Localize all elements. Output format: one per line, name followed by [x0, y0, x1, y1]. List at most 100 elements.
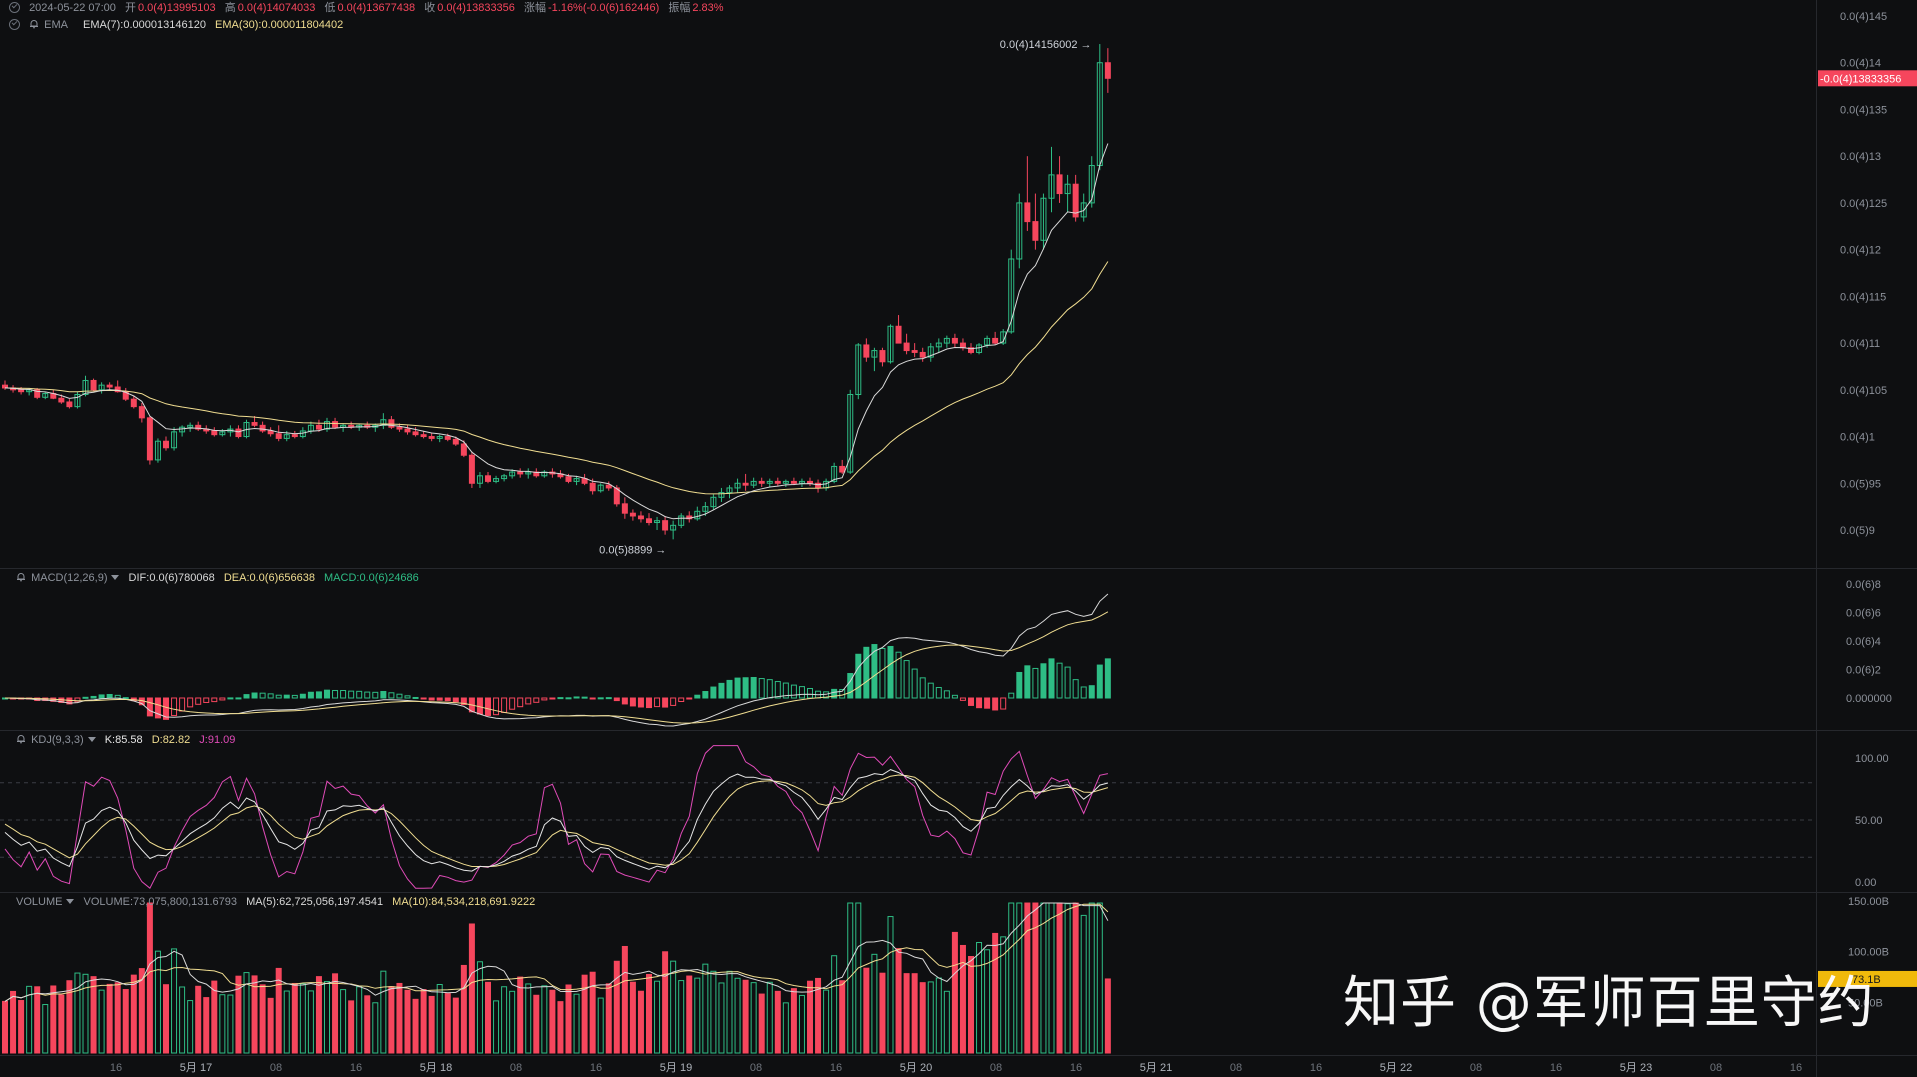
candle-body-up [98, 384, 105, 391]
candle-body-down [114, 386, 121, 393]
candle-body-down [879, 350, 886, 363]
candle-body-down [895, 325, 902, 344]
time-axis-hour-label: 08 [1470, 1062, 1482, 1074]
price-axis-label: 0.0(4)105 [1840, 385, 1887, 397]
macd-histogram-bar [871, 644, 878, 699]
chevron-down-icon[interactable] [87, 737, 96, 743]
volume-bar [605, 983, 612, 1054]
volume-indicator-name[interactable]: VOLUME [16, 896, 63, 908]
macd-indicator-name[interactable]: MACD(12,26,9) [31, 572, 108, 584]
volume-bar [758, 993, 765, 1054]
macd-histogram-bar [106, 693, 113, 699]
kdj-legend: KDJ(9,3,3) K:85.58 D:82.82 J:91.09 [16, 733, 241, 747]
volume-bar [1032, 902, 1039, 1054]
bell-icon[interactable] [16, 734, 26, 744]
amplitude-label: 振幅 [668, 2, 691, 14]
candle-body-down [452, 438, 459, 445]
price-axis-label: 0.0(4)125 [1840, 198, 1887, 210]
visibility-icon[interactable] [9, 2, 20, 13]
candle-body-down [790, 480, 797, 484]
volume-bar [847, 902, 854, 1054]
candle-body-down [163, 440, 169, 449]
candle-body-down [251, 422, 258, 426]
chevron-down-icon[interactable] [111, 575, 120, 581]
macd-histogram-bar [332, 689, 339, 699]
time-axis-hour-label: 08 [750, 1062, 762, 1074]
candle-body-down [412, 431, 419, 436]
macd-histogram-bar [420, 697, 427, 700]
macd-histogram-bar [82, 696, 89, 699]
macd-histogram-bar [654, 697, 661, 708]
volume-bar [380, 970, 387, 1054]
bell-icon[interactable] [16, 572, 26, 582]
macd-dif-value: DIF:0.0(6)780068 [128, 572, 215, 584]
macd-histogram-bar [227, 697, 234, 700]
volume-bar [364, 995, 371, 1054]
kdj-j-value: J:91.09 [199, 734, 236, 746]
candle-body-down [259, 424, 266, 432]
candle-body-down [1024, 202, 1031, 223]
volume-bar [984, 949, 991, 1054]
macd-histogram-bar [968, 697, 974, 706]
macd-axis-label: 0.0(6)8 [1846, 579, 1881, 591]
volume-bar [332, 973, 339, 1054]
volume-value: VOLUME:73,075,800,131.6793 [83, 896, 238, 908]
volume-bar [637, 990, 644, 1054]
macd-panel [2, 593, 1111, 727]
volume-bar [782, 1002, 789, 1054]
volume-panel: 73.1B [2, 902, 1917, 1054]
volume-bar [1104, 978, 1111, 1054]
volume-bar [179, 986, 186, 1054]
macd-histogram-bar [324, 689, 330, 699]
macd-histogram-bar [774, 681, 781, 699]
macd-axis-label: 0.000000 [1846, 693, 1892, 705]
volume-axis-label: 100.00B [1848, 947, 1889, 959]
volume-bar [58, 994, 65, 1054]
candle-body-up [324, 421, 330, 430]
volume-bar [34, 986, 41, 1054]
volume-bar [549, 989, 556, 1054]
time-axis-hour-label: 16 [830, 1062, 842, 1074]
volume-bar [702, 963, 709, 1054]
volume-bar [227, 994, 234, 1054]
ema-indicator-name[interactable]: EMA [44, 19, 68, 31]
volume-bar [98, 989, 105, 1054]
macd-histogram-bar [275, 694, 282, 699]
kdj-axis-label: 50.00 [1855, 815, 1883, 827]
macd-histogram-bar [605, 697, 612, 700]
macd-histogram-bar [951, 694, 958, 699]
candle-body-up [927, 346, 934, 358]
kdj-indicator-name[interactable]: KDJ(9,3,3) [31, 734, 84, 746]
macd-histogram-bar [621, 697, 628, 705]
macd-histogram-bar [1008, 692, 1015, 699]
macd-histogram-bar [291, 694, 298, 699]
macd-histogram-bar [533, 697, 540, 703]
macd-histogram-bar [702, 691, 709, 699]
volume-bar [171, 948, 178, 1054]
time-axis-day-label: 5月 23 [1620, 1062, 1652, 1074]
candle-body-down [420, 434, 427, 438]
change-value: -1.16%(-0.0(6)162446) [547, 2, 660, 14]
current-price-tag-text: -0.0(4)13833356 [1820, 73, 1901, 85]
volume-bar [517, 976, 524, 1054]
candle-body-down [485, 475, 491, 482]
volume-bar [420, 989, 427, 1054]
macd-histogram-bar [122, 697, 129, 700]
macd-histogram-bar [90, 695, 97, 699]
volume-bar [436, 983, 443, 1054]
volume-bar [90, 976, 97, 1054]
kdj-d-line [4, 774, 1109, 868]
bell-icon[interactable] [29, 19, 39, 29]
close-value: 0.0(4)13833356 [437, 2, 515, 14]
macd-histogram-bar [976, 697, 983, 709]
candle-body-up [380, 419, 387, 426]
chevron-down-icon[interactable] [66, 899, 75, 905]
candle-body-down [122, 391, 129, 400]
volume-bar [766, 981, 773, 1054]
candle-body-down [565, 476, 572, 482]
volume-bar [734, 977, 741, 1054]
visibility-icon[interactable] [9, 19, 20, 30]
candle-body-down [863, 344, 870, 358]
candle-body-down [992, 337, 999, 344]
